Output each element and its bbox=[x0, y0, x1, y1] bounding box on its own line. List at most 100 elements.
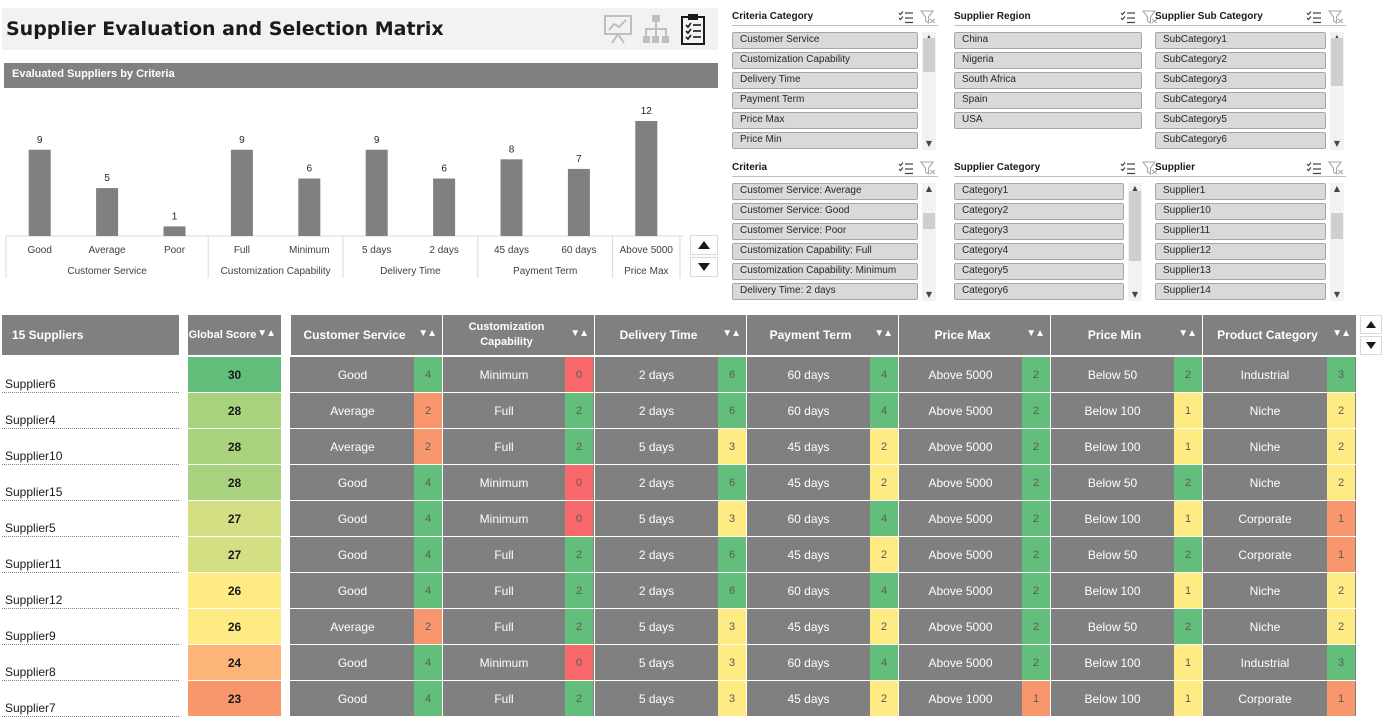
slicer-item[interactable]: Category1 bbox=[954, 183, 1124, 200]
slicer-item[interactable]: Supplier10 bbox=[1155, 203, 1326, 220]
criteria-score-cell: 2 bbox=[1022, 429, 1050, 464]
slicer-scrollbar[interactable]: ▲▼ bbox=[1330, 183, 1344, 301]
slicer-item[interactable]: USA bbox=[954, 112, 1142, 129]
column-header[interactable]: Price Min ▼▲ bbox=[1051, 315, 1202, 355]
scroll-thumb[interactable] bbox=[923, 38, 935, 72]
criteria-value-cell: Good bbox=[337, 583, 368, 598]
slicer-item[interactable]: Delivery Time bbox=[732, 72, 918, 89]
slicer-item[interactable]: Category6 bbox=[954, 283, 1124, 300]
slicer-item[interactable]: Supplier14 bbox=[1155, 283, 1326, 300]
slicer-item[interactable]: South Africa bbox=[954, 72, 1142, 89]
slicer-item[interactable]: Spain bbox=[954, 92, 1142, 109]
slicer-item[interactable]: Category4 bbox=[954, 243, 1124, 260]
sort-icon[interactable]: ▼▲ bbox=[570, 328, 589, 339]
clear-filter-icon[interactable] bbox=[919, 161, 936, 176]
clear-filter-icon[interactable] bbox=[1327, 161, 1344, 176]
clear-filter-icon[interactable] bbox=[1141, 161, 1158, 176]
clipboard-checklist-icon[interactable] bbox=[678, 12, 710, 46]
multi-select-icon[interactable] bbox=[1306, 10, 1322, 24]
slicer-item[interactable]: Category5 bbox=[954, 263, 1124, 280]
clear-filter-icon[interactable] bbox=[919, 10, 936, 25]
column-header[interactable]: Payment Term ▼▲ bbox=[747, 315, 898, 355]
multi-select-icon[interactable] bbox=[1120, 161, 1136, 175]
slicer-item[interactable]: China bbox=[954, 32, 1142, 49]
slicer-item[interactable]: Category3 bbox=[954, 223, 1124, 240]
global-score-header[interactable]: Global Score ▼▲ bbox=[188, 315, 281, 355]
slicer-item[interactable]: Nigeria bbox=[954, 52, 1142, 69]
slicer-item[interactable]: SubCategory1 bbox=[1155, 32, 1326, 49]
scroll-down-icon[interactable]: ▼ bbox=[925, 139, 933, 148]
column-header[interactable]: Customization Capability ▼▲ bbox=[443, 315, 594, 355]
sort-icon[interactable]: ▼▲ bbox=[418, 328, 437, 339]
scroll-thumb[interactable] bbox=[1129, 191, 1141, 261]
slicer-item[interactable]: Payment Term bbox=[732, 92, 918, 109]
table-scroll-down-button[interactable] bbox=[1360, 336, 1382, 355]
slicer-item[interactable]: Category2 bbox=[954, 203, 1124, 220]
slicer-item[interactable]: Customization Capability bbox=[732, 52, 918, 69]
supplier-name: Supplier9 bbox=[5, 629, 56, 643]
column-divider bbox=[746, 315, 747, 718]
slicer-item[interactable]: Supplier12 bbox=[1155, 243, 1326, 260]
multi-select-icon[interactable] bbox=[1306, 161, 1322, 175]
slicer-item[interactable]: Price Min bbox=[732, 132, 918, 149]
org-hierarchy-icon[interactable] bbox=[640, 12, 672, 46]
scroll-up-icon[interactable]: ▲ bbox=[1333, 184, 1341, 193]
sort-icon[interactable]: ▼▲ bbox=[722, 328, 741, 339]
slicer-scrollbar[interactable]: ▲▼ bbox=[922, 32, 936, 150]
slicer-item[interactable]: Customization Capability: Full bbox=[732, 243, 918, 260]
slicer-item[interactable]: SubCategory3 bbox=[1155, 72, 1326, 89]
scroll-down-icon[interactable]: ▼ bbox=[1333, 290, 1341, 299]
global-score-cell: 23 bbox=[188, 681, 281, 716]
scroll-down-icon[interactable]: ▼ bbox=[1131, 290, 1139, 299]
scroll-up-icon[interactable]: ▲ bbox=[925, 184, 933, 193]
slicer-item[interactable]: Customer Service: Good bbox=[732, 203, 918, 220]
column-header[interactable]: Price Max ▼▲ bbox=[899, 315, 1050, 355]
multi-select-icon[interactable] bbox=[898, 10, 914, 24]
slicer-item[interactable]: Customer Service: Average bbox=[732, 183, 918, 200]
sort-icon[interactable]: ▼▲ bbox=[1332, 328, 1351, 339]
column-header-label: Product Category bbox=[1217, 327, 1318, 342]
scroll-up-icon[interactable]: ▲ bbox=[1330, 32, 1344, 44]
scroll-down-icon[interactable]: ▼ bbox=[1333, 139, 1341, 148]
chart-presentation-icon[interactable] bbox=[602, 12, 634, 46]
scroll-thumb[interactable] bbox=[1331, 213, 1343, 239]
criteria-score-cell: 2 bbox=[1327, 429, 1355, 464]
slicer-scrollbar[interactable]: ▲▼ bbox=[1128, 183, 1142, 301]
slicer-item[interactable]: Supplier1 bbox=[1155, 183, 1326, 200]
scroll-up-icon[interactable]: ▲ bbox=[922, 32, 936, 44]
scroll-thumb[interactable] bbox=[923, 213, 935, 229]
slicer-item[interactable]: Supplier13 bbox=[1155, 263, 1326, 280]
scroll-up-icon[interactable]: ▲ bbox=[1131, 184, 1139, 193]
slicer-item[interactable]: Price Max bbox=[732, 112, 918, 129]
slicer-item[interactable]: SubCategory6 bbox=[1155, 132, 1326, 149]
slicer-item[interactable]: Delivery Time: 2 days bbox=[732, 283, 918, 300]
column-header[interactable]: Product Category ▼▲ bbox=[1203, 315, 1356, 355]
tick-label: Full bbox=[234, 245, 250, 256]
supplier-name: Supplier7 bbox=[5, 701, 56, 715]
scroll-down-icon[interactable]: ▼ bbox=[925, 290, 933, 299]
slicer-item[interactable]: Supplier11 bbox=[1155, 223, 1326, 240]
scroll-thumb[interactable] bbox=[1331, 38, 1343, 86]
clear-filter-icon[interactable] bbox=[1327, 10, 1344, 25]
chart-scroll-down-button[interactable] bbox=[690, 257, 718, 277]
slicer-item[interactable]: SubCategory4 bbox=[1155, 92, 1326, 109]
slicer-item[interactable]: Customer Service bbox=[732, 32, 918, 49]
slicer-item[interactable]: SubCategory5 bbox=[1155, 112, 1326, 129]
sort-icon[interactable]: ▼▲ bbox=[257, 328, 276, 339]
slicer-item[interactable]: SubCategory2 bbox=[1155, 52, 1326, 69]
table-scroll-up-button[interactable] bbox=[1360, 315, 1382, 334]
sort-icon[interactable]: ▼▲ bbox=[874, 328, 893, 339]
slicer-item[interactable]: Customization Capability: Minimum bbox=[732, 263, 918, 280]
slicer-scrollbar[interactable]: ▲▼ bbox=[1330, 32, 1344, 150]
column-header[interactable]: Customer Service ▼▲ bbox=[291, 315, 442, 355]
sort-icon[interactable]: ▼▲ bbox=[1026, 328, 1045, 339]
chart-scroll-up-button[interactable] bbox=[690, 235, 718, 255]
multi-select-icon[interactable] bbox=[1120, 10, 1136, 24]
column-header[interactable]: Delivery Time ▼▲ bbox=[595, 315, 746, 355]
clear-filter-icon[interactable] bbox=[1141, 10, 1158, 25]
slicer-scrollbar[interactable]: ▲▼ bbox=[922, 183, 936, 301]
multi-select-icon[interactable] bbox=[898, 161, 914, 175]
sort-icon[interactable]: ▼▲ bbox=[1178, 328, 1197, 339]
title-bar: Supplier Evaluation and Selection Matrix bbox=[2, 8, 718, 50]
slicer-item[interactable]: Customer Service: Poor bbox=[732, 223, 918, 240]
